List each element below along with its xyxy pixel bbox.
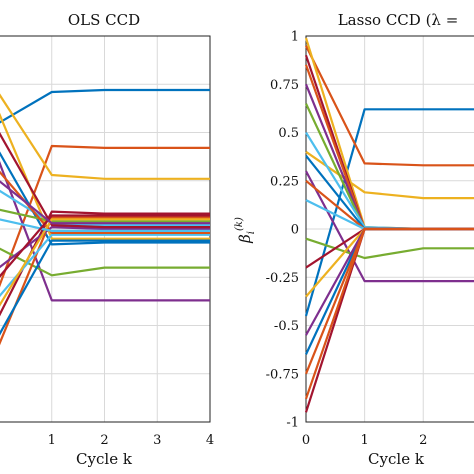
lasso-series-line-2 (305, 150, 474, 200)
lasso-axes-box (305, 35, 474, 423)
lasso-xtick-label: 0 (302, 433, 310, 448)
lasso-ytick-label: 0.25 (270, 174, 299, 189)
ols-series-line-12 (0, 233, 210, 298)
lasso-xlabel: Cycle k (368, 450, 425, 468)
lasso-ytick-label: -0.75 (266, 367, 299, 382)
ols-series-line-14 (0, 239, 210, 336)
lasso-x-ticks: 0 1 2 (302, 433, 428, 448)
lasso-series-line-3 (305, 170, 474, 283)
ols-xtick-label: 4 (206, 433, 214, 448)
lasso-xtick-label: 2 (419, 433, 427, 448)
lasso-title: Lasso CCD (λ = (338, 11, 459, 29)
ols-series-line-0 (0, 88, 210, 124)
svg-text:βi(k): βi(k) (234, 217, 257, 244)
ols-x-ticks: 1 2 3 4 (48, 433, 215, 448)
ols-series-line-18 (0, 214, 210, 278)
lasso-ytick-label: -1 (286, 416, 299, 431)
ols-panel: OLS CCD 1 2 3 4 Cycle k (0, 11, 214, 468)
ols-title: OLS CCD (68, 11, 140, 29)
lasso-series-line-0 (304, 108, 474, 317)
lasso-ylabel: βi(k) (234, 217, 257, 244)
lasso-series-line-19 (304, 227, 474, 413)
ols-series-line-11 (0, 208, 210, 223)
lasso-xtick-label: 1 (360, 433, 368, 448)
ols-xtick-label: 1 (48, 433, 56, 448)
ols-series-line-16 (0, 218, 210, 307)
lasso-ytick-label: 0.5 (278, 126, 299, 141)
lasso-series-line-20 (304, 227, 474, 400)
ols-series-line-9 (0, 112, 210, 240)
ols-series-line-15 (0, 170, 210, 234)
ols-xtick-label: 3 (153, 433, 161, 448)
lasso-ytick-label: 0.75 (270, 78, 299, 93)
lasso-series-line-4 (305, 237, 474, 260)
lasso-ytick-label: -0.5 (274, 319, 299, 334)
ols-series-lines (0, 88, 210, 346)
lasso-y-ticks: 1 0.75 0.5 0.25 0 -0.25 -0.5 -0.75 -1 (266, 30, 299, 431)
ols-series-line-8 (0, 216, 210, 346)
ols-xtick-label: 2 (100, 433, 108, 448)
ols-series-line-2 (0, 93, 210, 180)
lasso-ytick-label: -0.25 (266, 271, 299, 286)
ols-series-line-13 (0, 132, 210, 229)
lasso-ytick-label: 1 (291, 30, 299, 45)
ols-xlabel: Cycle k (76, 450, 133, 468)
lasso-series-line-1 (305, 45, 474, 167)
ols-series-line-4 (0, 247, 210, 277)
lasso-series-lines (304, 37, 474, 413)
lasso-ytick-label: 0 (291, 223, 299, 238)
lasso-series-line-16 (305, 227, 474, 298)
ols-series-line-17 (0, 218, 210, 232)
lasso-panel: Lasso CCD (λ = 0 1 2 1 0.75 0.5 0.25 0 -0.25 -0.… (234, 11, 474, 468)
ols-series-line-19 (0, 180, 210, 225)
ols-series-line-10 (0, 226, 210, 269)
